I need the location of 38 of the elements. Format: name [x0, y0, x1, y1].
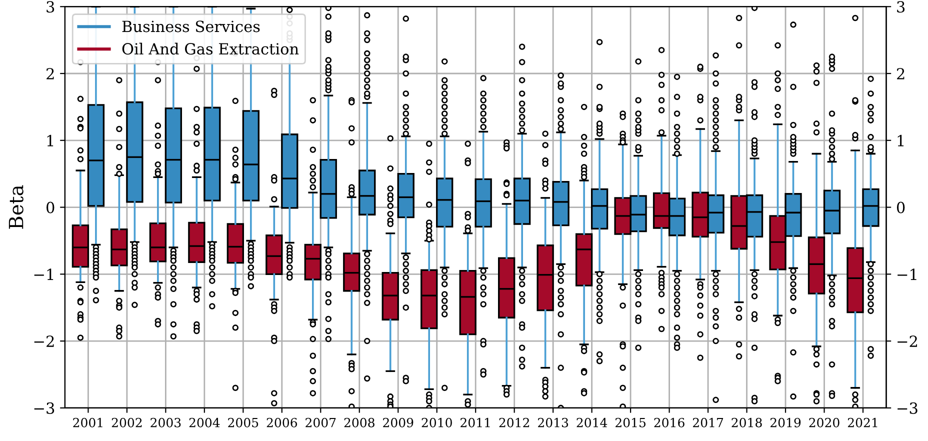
- y2-tick-label: 0: [896, 202, 905, 214]
- y2-tick-label: 1: [898, 134, 904, 146]
- x-tick-label: 2016: [654, 418, 684, 428]
- x-tick-label: 2005: [228, 418, 258, 428]
- y2-tick-label: −1: [898, 268, 916, 280]
- legend-label: Oil And Gas Extraction: [122, 42, 299, 55]
- y-tick-label: 1: [47, 134, 54, 146]
- y2-tick-label: 2: [897, 68, 904, 80]
- x-tick-label: 2013: [538, 418, 568, 428]
- y2-tick-label: −2: [898, 336, 917, 347]
- x-tick-label: 2012: [499, 418, 530, 428]
- x-tick-label: 2018: [732, 418, 762, 428]
- y-tick-label: 3: [46, 1, 54, 13]
- y-tick-label: −3: [34, 402, 54, 414]
- x-tick-label: 2014: [576, 418, 608, 428]
- x-tick-label: 2011: [460, 418, 490, 428]
- y-tick-label: 0: [46, 202, 54, 214]
- x-tick-label: 2010: [422, 418, 452, 428]
- x-tick-label: 2019: [770, 418, 801, 428]
- y2-tick-label: 3: [897, 1, 905, 13]
- y-tick-label: −2: [34, 336, 54, 347]
- legend-label: Business Services: [122, 20, 260, 32]
- y-axis-title: Beta: [8, 185, 24, 229]
- x-tick-label: 2009: [383, 418, 414, 428]
- x-tick-label: 2007: [306, 418, 336, 428]
- x-tick-label: 2001: [73, 418, 102, 428]
- y2-tick-label: −3: [898, 402, 918, 414]
- x-tick-label: 2006: [266, 418, 298, 428]
- y-tick-label: 2: [46, 68, 54, 80]
- x-tick-label: 2017: [692, 418, 724, 428]
- x-tick-label: 2008: [344, 418, 374, 428]
- x-tick-label: 2021: [848, 418, 878, 428]
- x-tick-label: 2015: [616, 418, 646, 428]
- x-tick-label: 2004: [189, 418, 220, 428]
- x-tick-label: 2020: [809, 418, 840, 428]
- x-tick-label: 2002: [112, 418, 142, 428]
- x-tick-label: 2003: [150, 418, 181, 428]
- y-tick-label: −1: [34, 268, 54, 280]
